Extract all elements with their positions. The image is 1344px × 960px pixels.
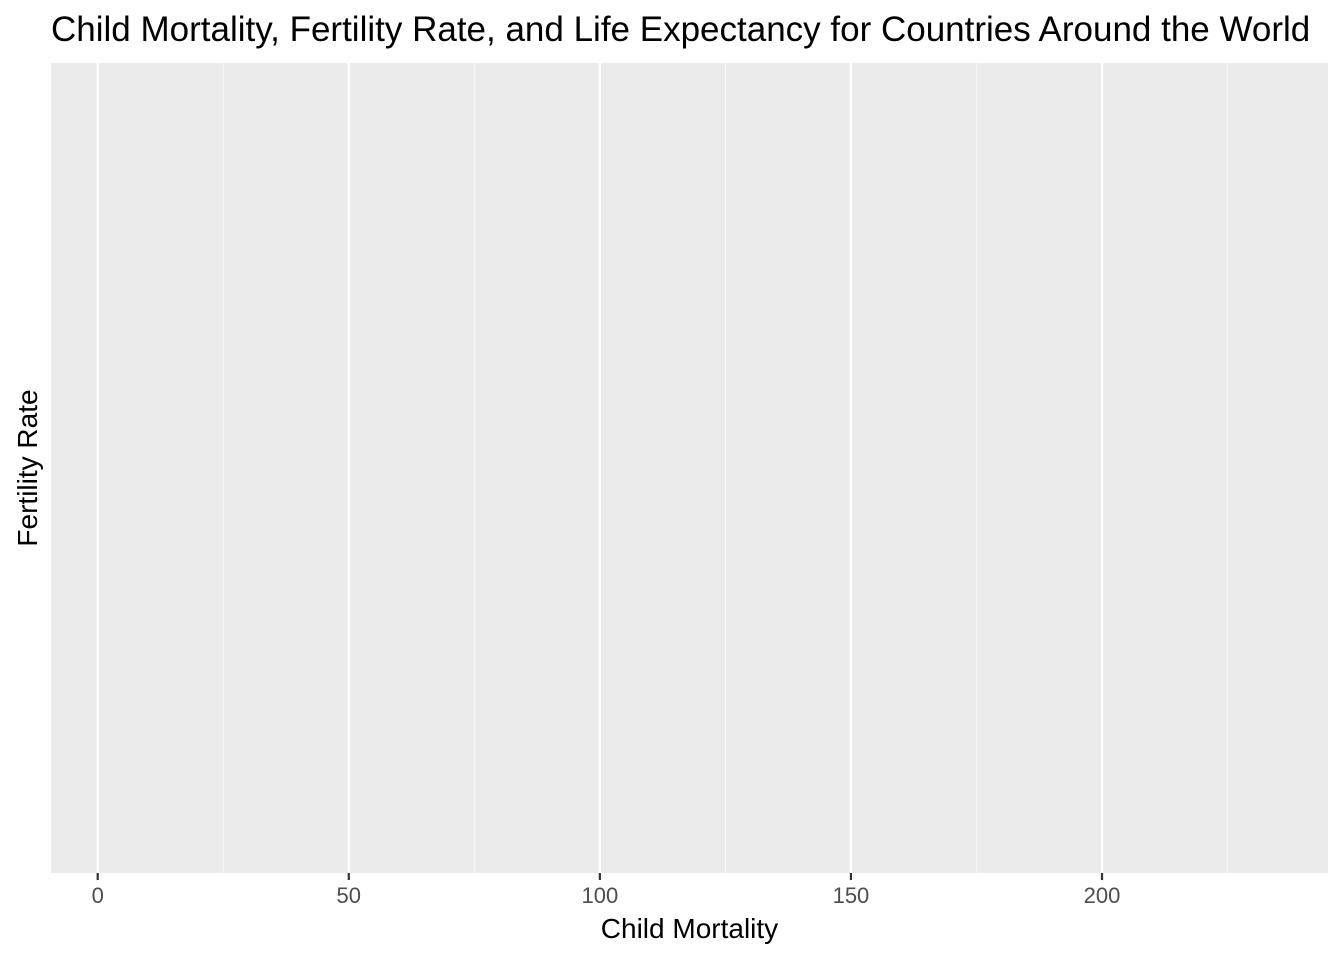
x-tick-label: 150 [833,883,870,908]
x-tick-label: 200 [1084,883,1121,908]
chart-title: Child Mortality, Fertility Rate, and Lif… [51,10,1310,49]
x-axis-title: Child Mortality [601,913,778,944]
x-axis-ticks [96,873,1104,880]
plot-panel [51,63,1328,873]
x-tick-label: 0 [92,883,104,908]
minor-gridlines [222,63,1229,873]
x-axis-tick-labels: 0 50 100 150 200 [92,883,1121,908]
y-axis-title: Fertility Rate [12,389,43,546]
x-tick-label: 100 [582,883,619,908]
x-tick-label: 50 [337,883,361,908]
major-gridlines [96,63,1104,873]
